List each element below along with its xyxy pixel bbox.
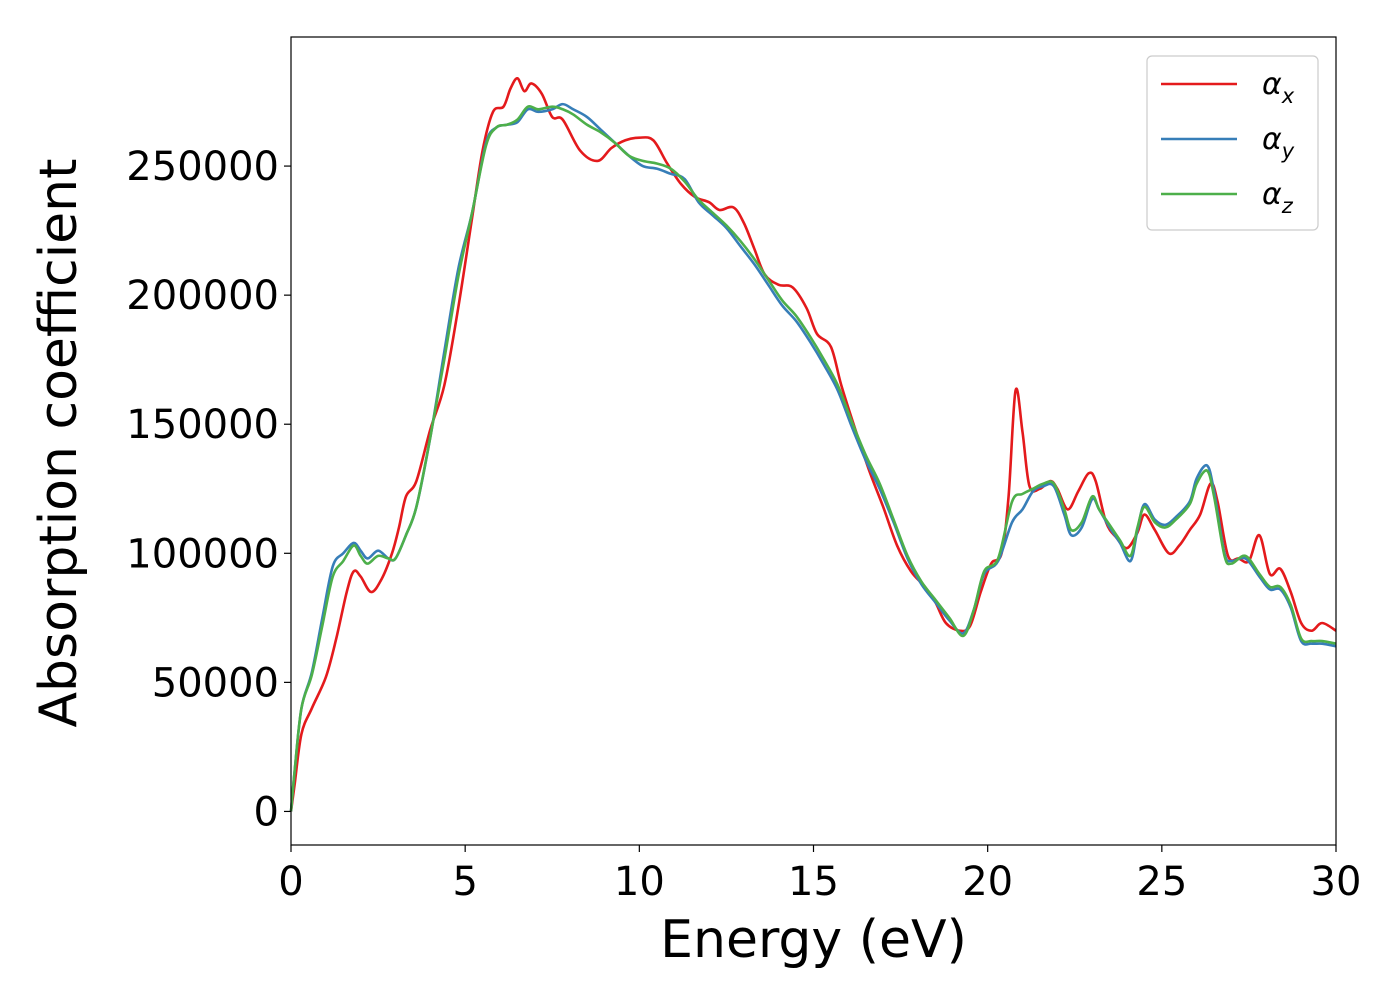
series-line-alpha-z: [289, 105, 1337, 812]
legend-label: αy: [1262, 122, 1295, 163]
y-tick-label: 200000: [126, 273, 279, 319]
y-tick-label: 150000: [126, 402, 279, 448]
x-axis-label: Energy (eV): [660, 910, 967, 970]
series-line-alpha-x: [289, 77, 1337, 812]
x-tick-label: 0: [278, 859, 303, 905]
legend-label: αz: [1262, 177, 1294, 218]
legend-label: αx: [1262, 67, 1295, 108]
y-tick-label: 0: [254, 789, 279, 835]
y-tick-label: 50000: [152, 660, 279, 706]
x-tick-label: 30: [1311, 859, 1362, 905]
legend-item-alpha-x: αx: [1161, 67, 1295, 108]
legend-item-alpha-z: αz: [1161, 177, 1294, 218]
series-layer: [289, 77, 1337, 812]
legend-items: αx αy αz: [1161, 67, 1295, 218]
x-tick-label: 15: [788, 859, 839, 905]
y-axis-label: Absorption coefficient: [29, 158, 89, 727]
x-tick-label: 10: [614, 859, 665, 905]
y-axis-ticks: 0 50000 100000 150000 200000 250000: [126, 144, 291, 835]
y-tick-label: 250000: [126, 144, 279, 190]
y-tick-label: 100000: [126, 531, 279, 577]
x-tick-label: 25: [1136, 859, 1187, 905]
x-tick-label: 5: [452, 859, 477, 905]
legend: αx αy αz: [1146, 55, 1319, 231]
legend-item-alpha-y: αy: [1161, 122, 1295, 163]
x-tick-label: 20: [962, 859, 1013, 905]
legend-box: [1146, 55, 1319, 231]
x-axis-ticks: 0 5 10 15 20 25 30: [278, 845, 1361, 905]
